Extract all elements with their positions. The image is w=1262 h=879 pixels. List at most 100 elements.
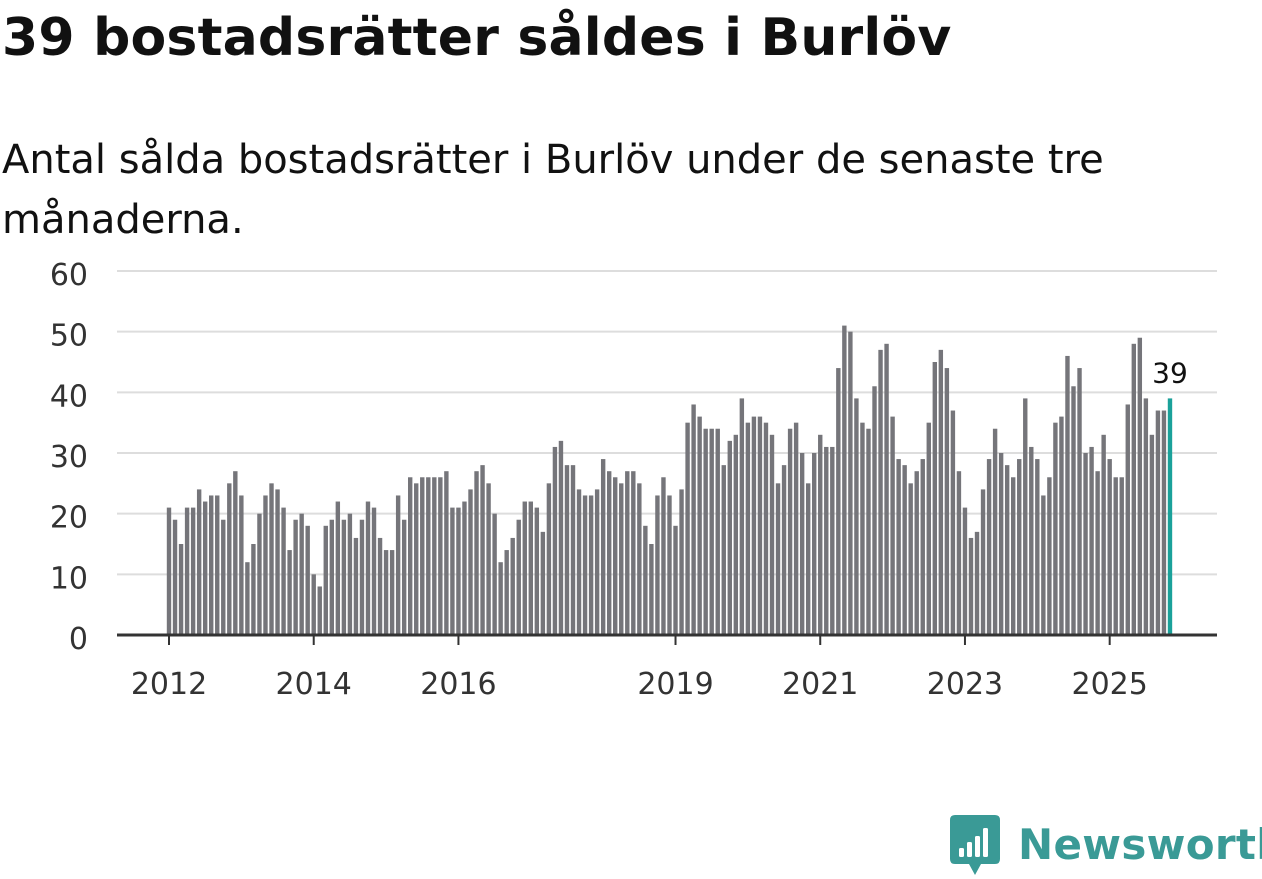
bar (1161, 410, 1167, 635)
bar (1125, 404, 1130, 635)
bar (528, 501, 533, 635)
bar (594, 489, 600, 635)
bar (389, 550, 395, 635)
bar (408, 477, 413, 635)
bar (938, 349, 944, 635)
bar (178, 544, 184, 635)
bar (251, 544, 256, 635)
bar (606, 471, 612, 635)
y-tick-label: 30 (50, 440, 88, 475)
bar (860, 422, 865, 635)
bar (944, 368, 950, 635)
bar (727, 440, 732, 635)
bar (184, 507, 190, 635)
bar (613, 477, 618, 635)
bar (661, 477, 666, 635)
bar (486, 483, 491, 635)
x-tick-label: 2012 (131, 667, 207, 702)
x-tick-label: 2025 (1072, 667, 1148, 702)
bar (299, 513, 304, 635)
bar (432, 477, 437, 635)
bars (166, 325, 1173, 635)
bar (733, 434, 739, 635)
bar (383, 550, 389, 635)
bar (347, 513, 353, 635)
bar (492, 513, 497, 635)
bar (1011, 477, 1016, 635)
bar (444, 471, 449, 635)
bar (209, 495, 214, 635)
bar (673, 525, 678, 635)
bar (196, 489, 202, 635)
bar (576, 489, 582, 635)
y-tick-label: 50 (50, 319, 88, 354)
bar (414, 483, 419, 635)
bar (685, 422, 690, 635)
bar (305, 525, 310, 635)
bar (221, 519, 226, 635)
bar (631, 471, 636, 635)
bar (540, 531, 546, 635)
bar (986, 459, 992, 635)
x-axis-ticks: 2012 2014 2016 2019 2021 2023 2025 (131, 635, 1148, 702)
bar (956, 471, 962, 635)
bar (709, 428, 714, 635)
bar (980, 489, 986, 635)
bar (908, 483, 913, 635)
bar (558, 440, 564, 635)
highlight-value-label: 39 (1152, 356, 1188, 389)
bar (1017, 459, 1022, 635)
bar (1137, 337, 1143, 635)
bar (763, 422, 769, 635)
y-axis-ticks: 0 10 20 30 40 50 60 (50, 258, 88, 657)
bar (1059, 416, 1064, 635)
bar (751, 416, 757, 635)
bar (830, 446, 835, 635)
bar (582, 495, 588, 635)
bar (1004, 465, 1010, 635)
bar (257, 513, 262, 635)
bar (854, 398, 859, 635)
bar (269, 483, 274, 635)
bar (341, 519, 347, 635)
bar (588, 495, 594, 635)
bar (1155, 410, 1161, 635)
bar (323, 525, 328, 635)
bar (462, 501, 467, 635)
bar (848, 331, 853, 635)
bar (818, 434, 823, 635)
bar (703, 428, 708, 635)
bar (715, 428, 720, 635)
bar (824, 446, 829, 635)
x-tick-label: 2019 (637, 667, 713, 702)
bar (745, 422, 751, 635)
x-tick-label: 2021 (782, 667, 858, 702)
bar (1101, 434, 1106, 635)
bar (275, 489, 280, 635)
bar (836, 368, 841, 635)
bar (438, 477, 443, 635)
y-tick-label: 60 (50, 258, 88, 293)
bar (450, 507, 455, 635)
bar (365, 501, 371, 635)
brand-logo: Newsworthy (950, 815, 1262, 879)
bar (371, 507, 377, 635)
bar (866, 428, 871, 635)
bar (1071, 386, 1076, 635)
bar (769, 434, 775, 635)
bar (1053, 422, 1058, 635)
bar (920, 459, 925, 635)
bar (799, 453, 805, 635)
bar (377, 537, 383, 635)
bar (974, 531, 980, 635)
bar (456, 507, 461, 635)
bar (504, 550, 509, 635)
chart-subtitle: Antal sålda bostadsrätter i Burlöv under… (2, 137, 1104, 243)
bar (998, 453, 1004, 635)
bar (564, 465, 570, 635)
x-tick-label: 2016 (420, 667, 496, 702)
bar (245, 562, 250, 635)
bar (1149, 434, 1155, 635)
bar (190, 507, 196, 635)
